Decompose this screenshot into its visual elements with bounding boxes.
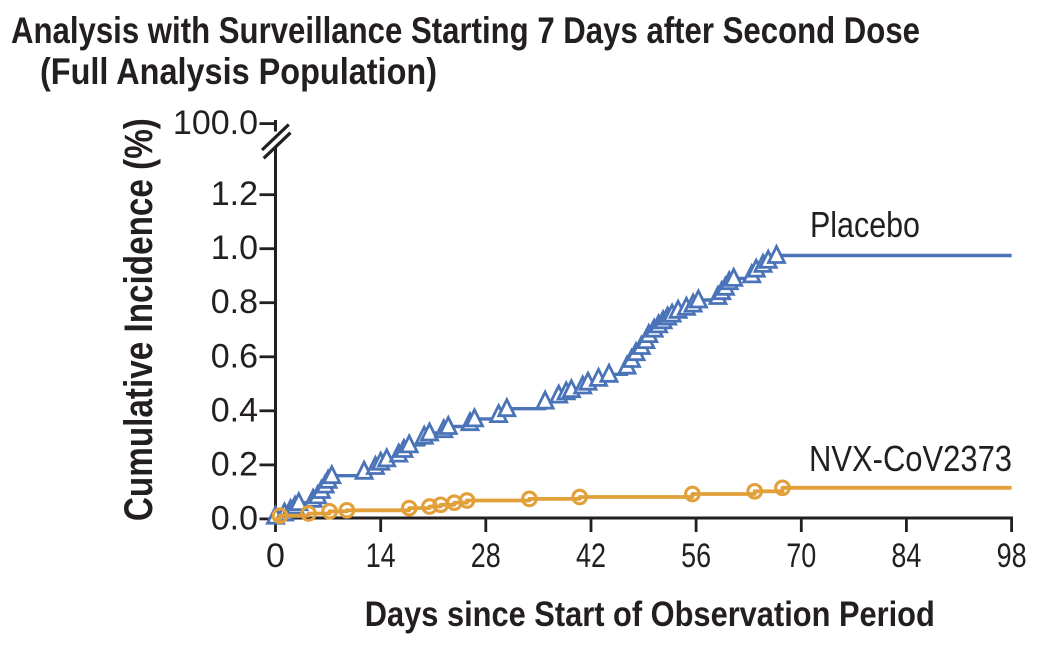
svg-text:70: 70 [786, 537, 816, 575]
svg-text:0.2: 0.2 [211, 445, 258, 483]
svg-text:0.4: 0.4 [211, 391, 258, 429]
svg-text:42: 42 [576, 537, 606, 575]
svg-text:Analysis with Surveillance Sta: Analysis with Surveillance Starting 7 Da… [11, 10, 920, 51]
svg-text:14: 14 [366, 537, 396, 575]
svg-text:Cumulative Incidence (%): Cumulative Incidence (%) [117, 118, 161, 521]
svg-text:0.6: 0.6 [211, 337, 258, 375]
svg-text:(Full Analysis Population): (Full Analysis Population) [40, 51, 437, 92]
svg-text:0: 0 [266, 537, 285, 575]
svg-text:28: 28 [471, 537, 501, 575]
svg-text:100.0: 100.0 [173, 104, 258, 142]
svg-text:0.8: 0.8 [211, 283, 258, 321]
svg-text:0.0: 0.0 [211, 499, 258, 537]
svg-text:84: 84 [891, 537, 921, 575]
svg-text:Days since Start of Observatio: Days since Start of Observation Period [365, 595, 935, 634]
svg-text:1.2: 1.2 [211, 175, 258, 213]
svg-text:Placebo: Placebo [810, 204, 920, 245]
svg-text:NVX-CoV2373: NVX-CoV2373 [809, 438, 1012, 479]
svg-text:98: 98 [997, 537, 1027, 575]
svg-text:56: 56 [681, 537, 711, 575]
svg-text:1.0: 1.0 [211, 229, 258, 267]
